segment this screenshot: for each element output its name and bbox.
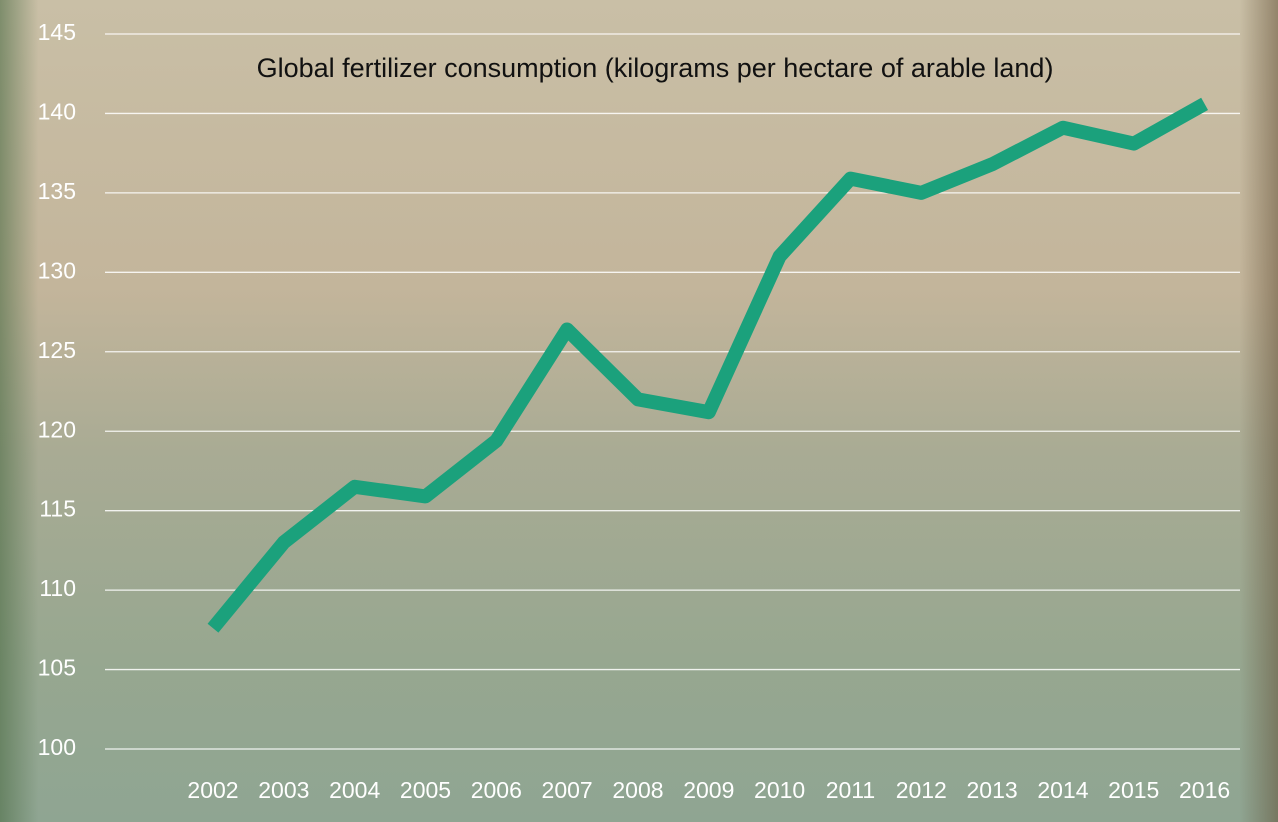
- x-tick-label: 2015: [1108, 777, 1159, 803]
- x-tick-label: 2012: [896, 777, 947, 803]
- x-tick-label: 2009: [683, 777, 734, 803]
- data-line: [207, 97, 1209, 633]
- y-tick-label: 120: [38, 416, 76, 442]
- y-tick-label: 135: [38, 178, 76, 204]
- x-tick-label: 2016: [1179, 777, 1230, 803]
- y-tick-label: 140: [38, 99, 76, 125]
- x-tick-label: 2013: [967, 777, 1018, 803]
- x-tick-label: 2007: [542, 777, 593, 803]
- y-tick-label: 110: [39, 575, 76, 601]
- y-tick-label: 105: [38, 655, 76, 681]
- x-tick-label: 2003: [258, 777, 309, 803]
- x-tick-label: 2011: [826, 777, 875, 803]
- x-tick-label: 2004: [329, 777, 380, 803]
- x-tick-label: 2006: [471, 777, 522, 803]
- y-tick-label: 115: [39, 496, 76, 522]
- x-tick-label: 2008: [612, 777, 663, 803]
- y-tick-label: 100: [38, 734, 76, 760]
- y-tick-label: 130: [38, 257, 76, 283]
- y-tick-label: 125: [38, 337, 76, 363]
- x-tick-label: 2014: [1037, 777, 1088, 803]
- x-tick-label: 2002: [187, 777, 238, 803]
- y-tick-label: 145: [38, 19, 76, 45]
- x-tick-label: 2010: [754, 777, 805, 803]
- x-tick-label: 2005: [400, 777, 451, 803]
- chart-title: Global fertilizer consumption (kilograms…: [257, 53, 1054, 83]
